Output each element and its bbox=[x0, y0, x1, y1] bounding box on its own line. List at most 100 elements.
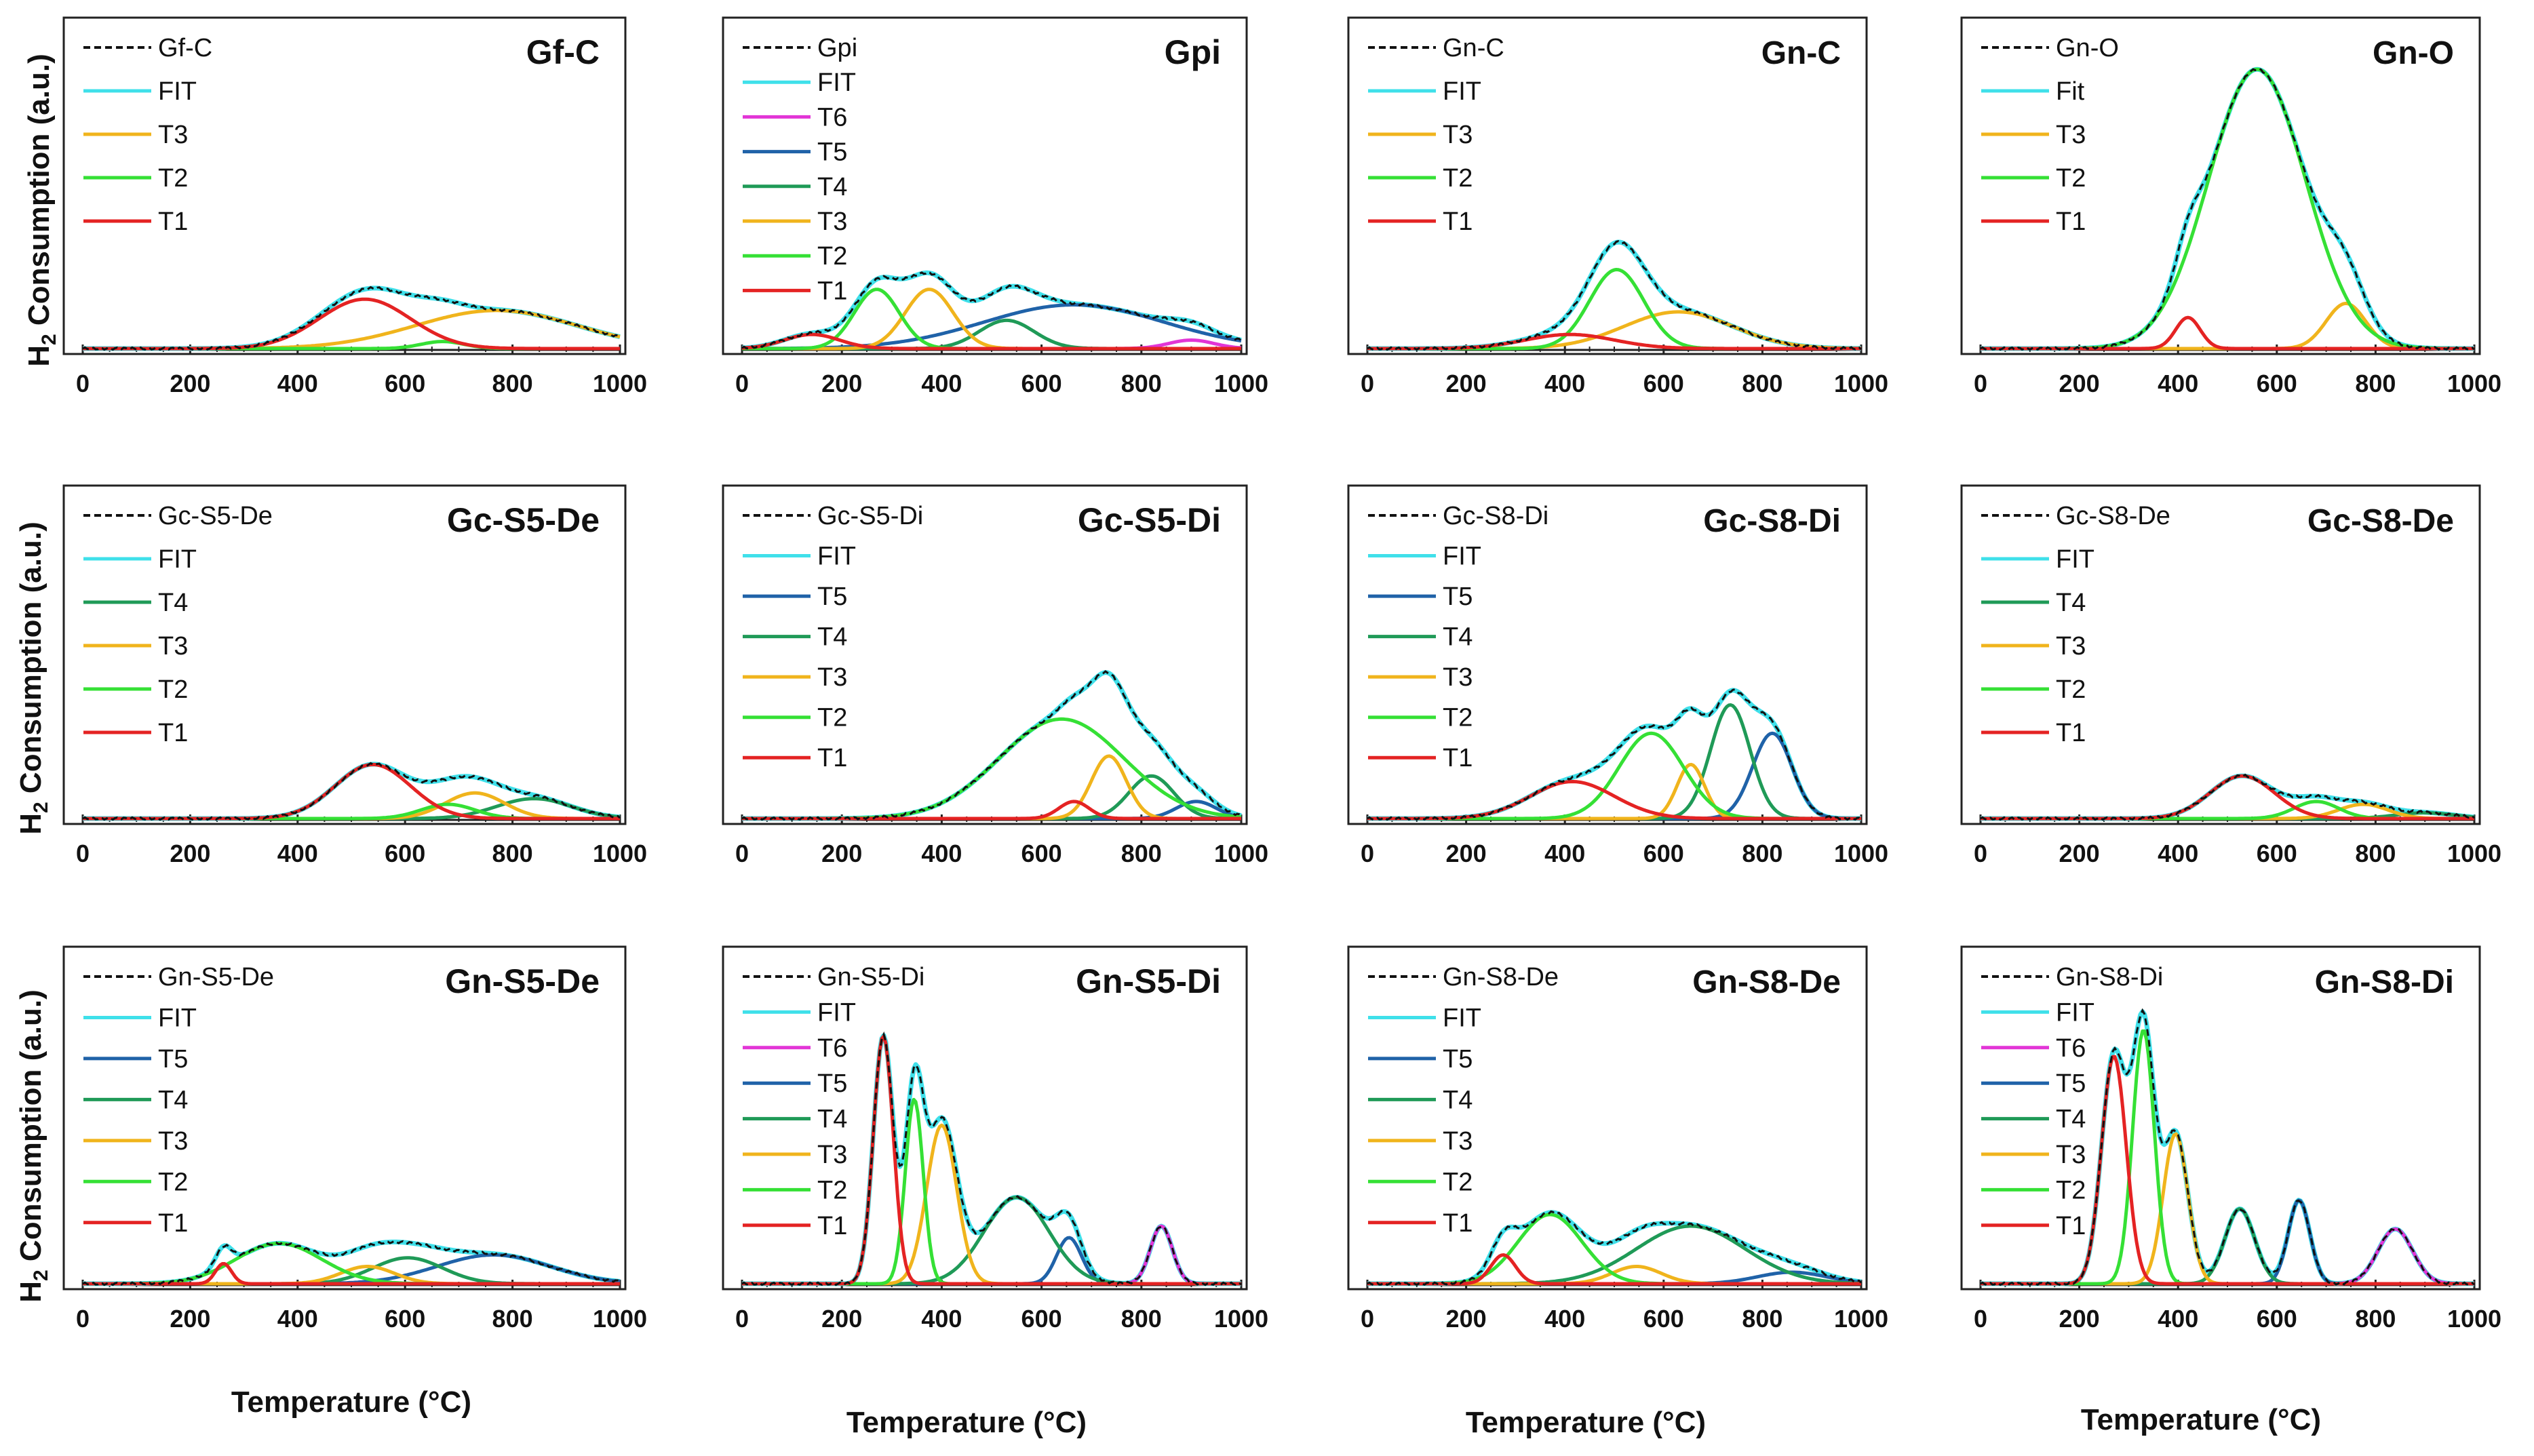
legend-label: T2 bbox=[2056, 675, 2086, 704]
legend-label: FIT bbox=[158, 1004, 197, 1032]
x-tick-label: 600 bbox=[1643, 1305, 1684, 1333]
panel-title: Gn-O bbox=[2373, 35, 2454, 71]
legend-label: T3 bbox=[158, 1127, 188, 1156]
legend-label: T1 bbox=[158, 208, 188, 236]
legend-label: T3 bbox=[2056, 121, 2086, 149]
legend-label: T4 bbox=[817, 623, 847, 652]
legend-label: T4 bbox=[1443, 623, 1473, 652]
legend-label: T6 bbox=[2056, 1034, 2086, 1063]
x-tick-label: 600 bbox=[385, 840, 425, 867]
legend-label: T4 bbox=[1443, 1086, 1473, 1114]
x-tick-label: 200 bbox=[1446, 840, 1487, 867]
x-tick-label: 200 bbox=[1446, 370, 1487, 397]
legend-label: T3 bbox=[817, 208, 847, 236]
x-tick-label: 0 bbox=[1361, 370, 1374, 397]
legend-label: Gc-S8-Di bbox=[1443, 502, 1548, 530]
legend-label: T1 bbox=[1443, 744, 1473, 772]
component-t3-curve bbox=[1981, 1132, 2474, 1286]
component-t4-curve bbox=[1367, 703, 1861, 821]
x-tick-label: 600 bbox=[1021, 1305, 1062, 1333]
legend-label: T5 bbox=[2056, 1069, 2086, 1098]
panels-layer: 0 200 400 600 800 1000 Gf-C Gf-C FIT T3 T2 T1 0 200 40… bbox=[62, 16, 2501, 1333]
fit-curve bbox=[1980, 66, 2475, 351]
y-axis-title-row-1: H2 Consumption (a.u.) bbox=[22, 54, 60, 367]
legend-label: T5 bbox=[817, 583, 847, 611]
legend-label: T1 bbox=[2056, 208, 2086, 236]
panel-title: Gn-S5-De bbox=[445, 962, 600, 1000]
component-t5-curve bbox=[1981, 1198, 2474, 1286]
component-t4-curve bbox=[1981, 1207, 2474, 1286]
experimental-curve bbox=[1367, 240, 1862, 351]
legend-label: FIT bbox=[2056, 545, 2094, 574]
x-tick-label: 600 bbox=[1021, 370, 1062, 397]
x-tick-label: 0 bbox=[76, 840, 90, 867]
component-t1-curve bbox=[742, 800, 1241, 821]
legend-label: FIT bbox=[2056, 998, 2094, 1027]
panel-title: Gf-C bbox=[526, 33, 600, 71]
x-tick-label: 800 bbox=[2355, 840, 2396, 867]
legend-label: FIT bbox=[1443, 543, 1481, 571]
x-axis-title-col-1: Temperature (°C) bbox=[231, 1385, 471, 1419]
x-tick-label: 200 bbox=[170, 1305, 210, 1333]
panel-frame bbox=[1960, 945, 2481, 1291]
x-tick-label: 600 bbox=[2257, 370, 2297, 397]
panel-title: Gc-S5-De bbox=[447, 501, 600, 539]
component-t1-curve bbox=[83, 1262, 620, 1286]
fit-curve bbox=[1980, 1009, 2475, 1286]
x-tick-label: 200 bbox=[821, 370, 862, 397]
x-tick-label: 1000 bbox=[2447, 1305, 2501, 1333]
legend-label: T3 bbox=[1443, 1127, 1473, 1156]
x-axis-title-col-4: Temperature (°C) bbox=[2081, 1403, 2321, 1436]
x-tick-label: 200 bbox=[2059, 840, 2100, 867]
panel-frame bbox=[1347, 16, 1868, 355]
panel-gc-s5-de: 0 200 400 600 800 1000 Gc-S5-De Gc-S5-De FIT T4 T3… bbox=[62, 484, 647, 867]
x-tick-label: 800 bbox=[1742, 370, 1782, 397]
legend-label: T2 bbox=[1443, 1168, 1473, 1196]
legend-label: T4 bbox=[158, 589, 188, 617]
legend-label: FIT bbox=[817, 68, 856, 97]
x-tick-label: 1000 bbox=[593, 1305, 647, 1333]
legend-label: T2 bbox=[817, 1176, 847, 1204]
legend-label: T6 bbox=[817, 1034, 847, 1063]
legend-label: T5 bbox=[817, 138, 847, 167]
x-tick-label: 600 bbox=[1021, 840, 1062, 867]
x-tick-label: 800 bbox=[1742, 1305, 1782, 1333]
legend-label: T1 bbox=[817, 744, 847, 772]
legend-label: T3 bbox=[158, 632, 188, 661]
legend-label: Gn-S8-Di bbox=[2056, 963, 2163, 991]
panel-gc-s8-de: 0 200 400 600 800 1000 Gc-S8-De Gc-S8-De FIT T4 T3… bbox=[1960, 484, 2501, 867]
panel-gpi: 0 200 400 600 800 1000 Gpi Gpi FIT T6 T5 T4 T3 T2 T1 bbox=[722, 16, 1268, 397]
legend-label: T2 bbox=[158, 675, 188, 704]
panel-title: Gpi bbox=[1165, 33, 1221, 71]
panel-title: Gc-S5-Di bbox=[1078, 501, 1221, 539]
x-tick-label: 0 bbox=[1361, 1305, 1374, 1333]
panel-frame bbox=[62, 16, 627, 355]
x-tick-label: 800 bbox=[1121, 370, 1162, 397]
experimental-curve bbox=[1980, 1008, 2475, 1286]
legend-label: Gc-S8-De bbox=[2056, 502, 2170, 530]
x-tick-label: 1000 bbox=[1834, 1305, 1888, 1333]
component-t5-curve bbox=[742, 1236, 1241, 1286]
legend-label: Gpi bbox=[817, 34, 857, 62]
panel-frame bbox=[62, 484, 627, 825]
legend-label: T1 bbox=[2056, 1212, 2086, 1240]
component-t5-curve bbox=[742, 303, 1242, 351]
y-axis-title-row-3: H2 Consumption (a.u.) bbox=[14, 989, 52, 1303]
legend-label: Gn-O bbox=[2056, 34, 2119, 62]
component-t1-curve bbox=[1981, 1055, 2474, 1286]
panel-gf-c: 0 200 400 600 800 1000 Gf-C Gf-C FIT T3 T2 T1 bbox=[62, 16, 647, 397]
component-t5-curve bbox=[742, 800, 1242, 821]
legend-label: T3 bbox=[2056, 1141, 2086, 1169]
component-t1-curve bbox=[742, 1034, 1241, 1286]
x-tick-label: 200 bbox=[1446, 1305, 1487, 1333]
x-tick-label: 400 bbox=[1544, 1305, 1585, 1333]
x-tick-label: 1000 bbox=[2447, 840, 2501, 867]
legend-label: T1 bbox=[158, 1209, 188, 1238]
component-t1-curve bbox=[741, 332, 1241, 351]
legend-label: Gn-C bbox=[1443, 34, 1504, 62]
legend-label: T4 bbox=[158, 1086, 188, 1114]
x-tick-label: 800 bbox=[2355, 1305, 2396, 1333]
legend-label: FIT bbox=[817, 998, 856, 1027]
legend-label: T6 bbox=[817, 103, 847, 132]
legend-label: T2 bbox=[2056, 164, 2086, 193]
